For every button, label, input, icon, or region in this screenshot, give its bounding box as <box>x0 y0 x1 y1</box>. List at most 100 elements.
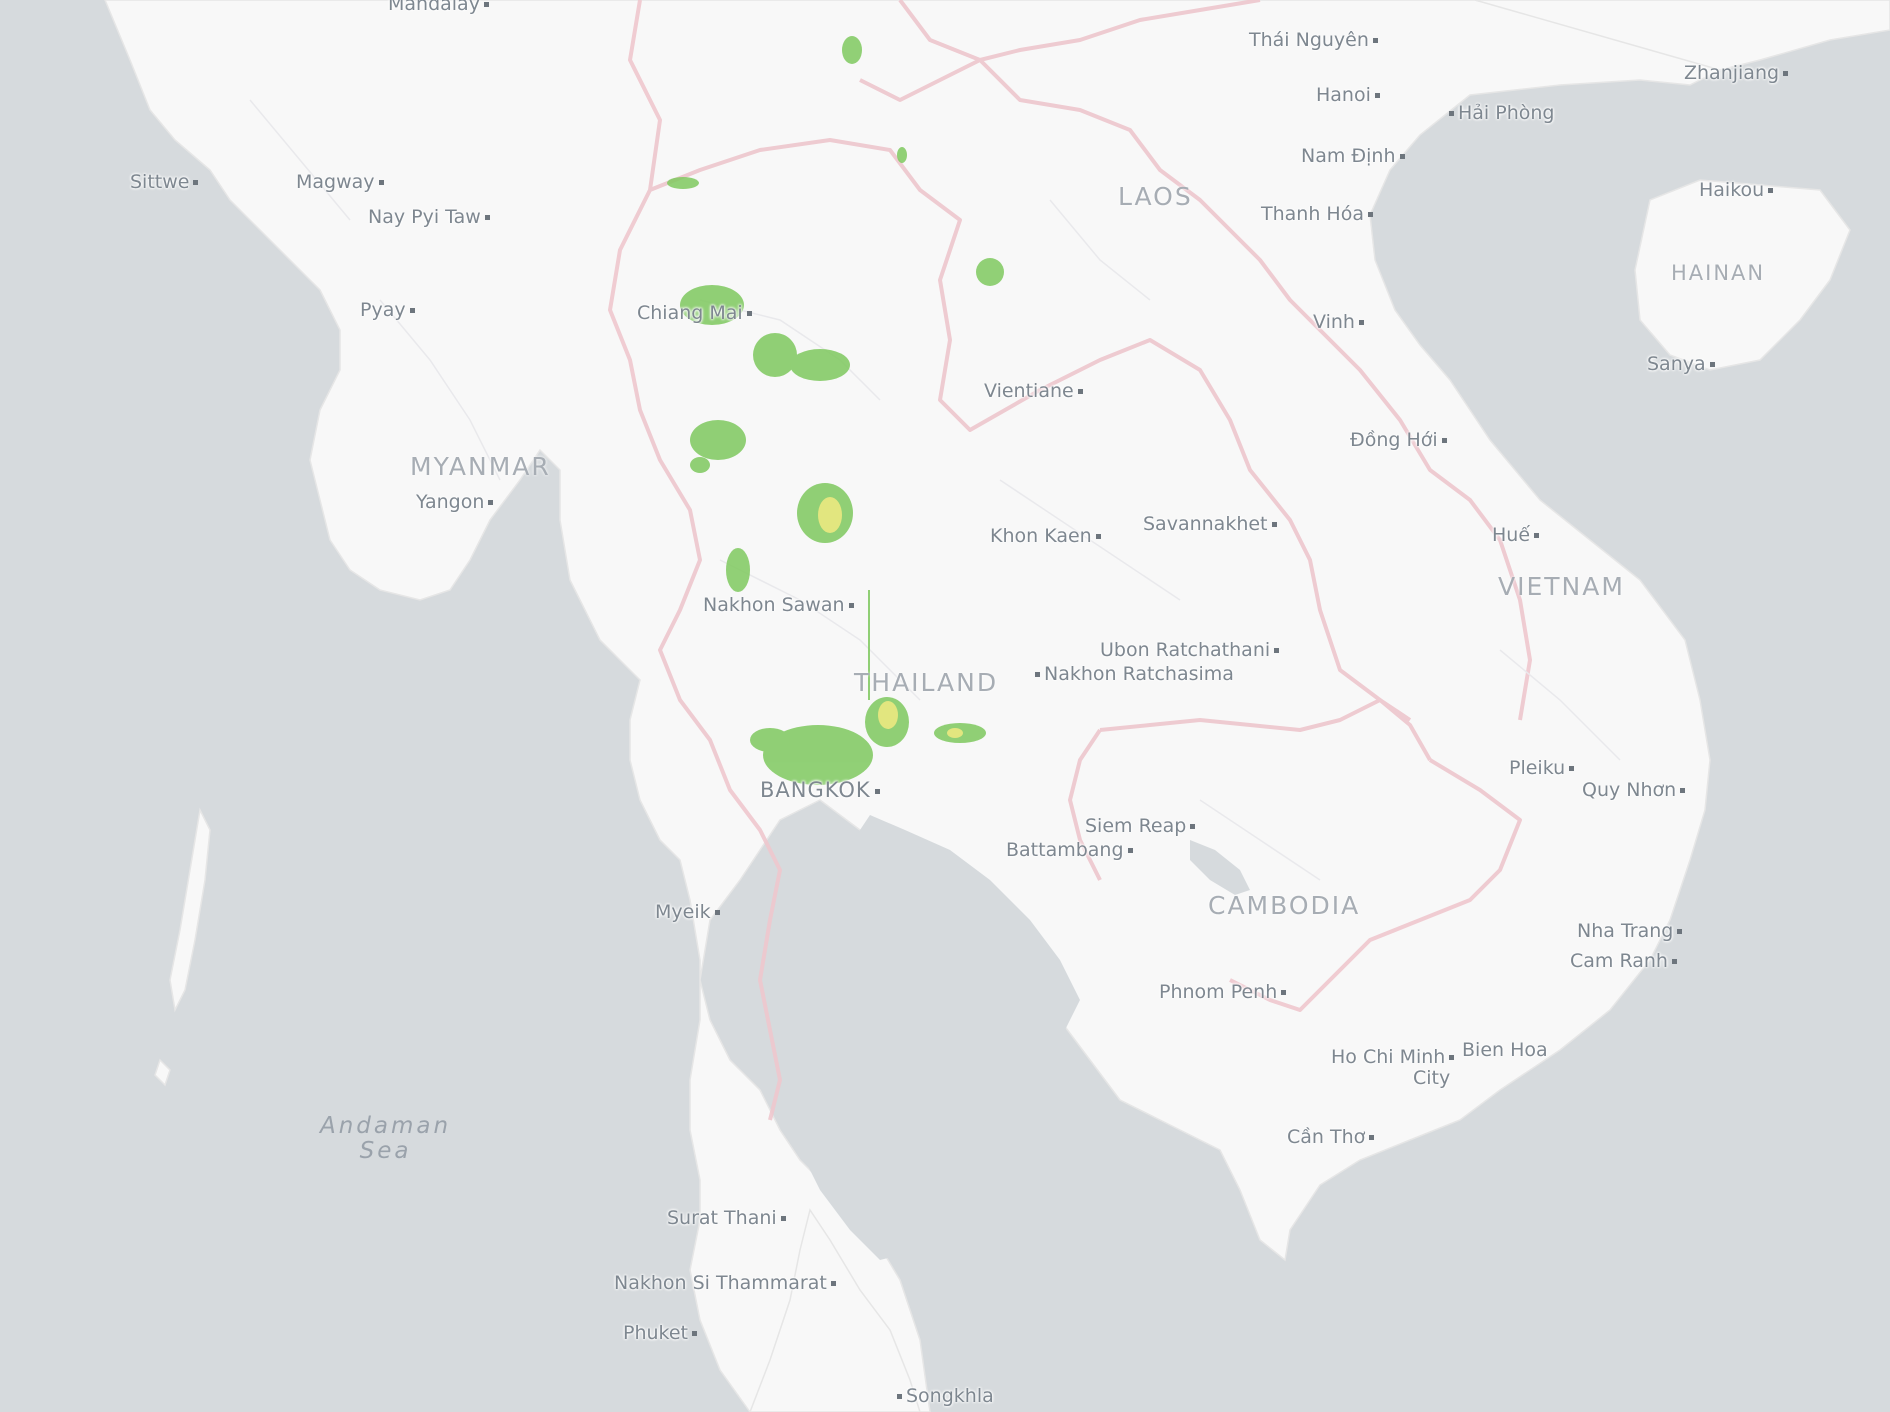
city-pleiku[interactable]: Pleiku <box>1509 759 1578 778</box>
city-naypyitaw[interactable]: Nay Pyi Taw <box>368 208 494 227</box>
city-marker-icon <box>692 1331 698 1336</box>
gulf-of-thailand <box>770 815 1080 1260</box>
city-marker-icon <box>1372 38 1378 43</box>
province-line <box>379 299 501 481</box>
city-marker-icon <box>483 2 489 7</box>
city-marker-icon <box>1077 389 1083 394</box>
city-sittwe[interactable]: Sittwe <box>130 173 202 192</box>
city-phnompenh[interactable]: Phnom Penh <box>1159 983 1290 1002</box>
city-marker-icon <box>1190 824 1196 829</box>
peninsula-south <box>749 1208 921 1412</box>
border-thailand-cambodia <box>1099 698 1432 761</box>
region-label-hainan: HAINAN <box>1671 261 1766 285</box>
city-cantho[interactable]: Cần Thơ <box>1287 1128 1378 1147</box>
city-marker-icon <box>1369 1135 1375 1140</box>
city-haiphong[interactable]: Hải Phòng <box>1445 104 1554 123</box>
country-label-myanmar: MYANMAR <box>410 452 551 481</box>
city-donghoi[interactable]: Đồng Hới <box>1350 431 1451 450</box>
city-nakhonsithammarat[interactable]: Nakhon Si Thammarat <box>614 1274 840 1293</box>
city-myeik[interactable]: Myeik <box>655 903 724 922</box>
city-bienhoa[interactable]: Bien Hoa <box>1462 1039 1548 1061</box>
precip-cell-moderate <box>878 701 898 729</box>
city-marker-icon <box>1449 1055 1455 1060</box>
land-layer <box>104 0 1890 1412</box>
city-pyay[interactable]: Pyay <box>360 301 419 320</box>
city-marker-icon <box>1374 93 1380 98</box>
city-marker-icon <box>488 500 494 505</box>
precip-cell <box>763 725 873 785</box>
city-marker-icon <box>780 1216 786 1221</box>
city-marker-icon <box>1671 959 1677 964</box>
city-siemreap[interactable]: Siem Reap <box>1085 817 1199 836</box>
city-marker-icon <box>484 215 490 220</box>
city-phuket[interactable]: Phuket <box>623 1324 701 1343</box>
city-marker-icon <box>1035 672 1040 677</box>
precip-cell-moderate <box>818 497 842 533</box>
city-marker-icon <box>848 603 854 608</box>
country-label-laos: LAOS <box>1118 182 1193 211</box>
city-yangon[interactable]: Yangon <box>416 493 497 512</box>
precip-cell <box>790 349 850 381</box>
city-zhanjiang[interactable]: Zhanjiang <box>1684 64 1792 83</box>
city-nhatrang[interactable]: Nha Trang <box>1577 922 1686 941</box>
city-thanhhoa[interactable]: Thanh Hóa <box>1261 205 1377 224</box>
city-savannakhet[interactable]: Savannakhet <box>1143 515 1281 534</box>
city-mandalay[interactable]: Mandalay <box>388 0 493 14</box>
city-nakhonsawan[interactable]: Nakhon Sawan <box>703 596 858 615</box>
city-bangkok[interactable]: BANGKOK <box>760 780 884 801</box>
andaman-islands <box>169 807 211 1013</box>
city-haikou[interactable]: Haikou <box>1699 181 1777 200</box>
city-hanoi[interactable]: Hanoi <box>1316 86 1384 105</box>
precip-cell <box>680 285 744 325</box>
city-camranh[interactable]: Cam Ranh <box>1570 952 1681 971</box>
city-marker-icon <box>1367 212 1373 217</box>
city-marker-icon <box>193 180 199 185</box>
city-vinh[interactable]: Vinh <box>1313 313 1368 332</box>
city-quynhon[interactable]: Quy Nhơn <box>1582 781 1689 800</box>
city-namdinh[interactable]: Nam Định <box>1301 147 1409 166</box>
city-marker-icon <box>1399 154 1405 159</box>
precip-cell <box>690 457 710 473</box>
hainan-island <box>1634 179 1851 371</box>
precip-cell <box>726 548 750 592</box>
city-songkhla[interactable]: Songkhla <box>893 1387 994 1406</box>
city-marker-icon <box>1281 990 1287 995</box>
city-marker-icon <box>1095 534 1101 539</box>
china-coast <box>1474 0 1890 71</box>
city-thainguyen[interactable]: Thái Nguyên <box>1249 31 1382 50</box>
city-vientiane[interactable]: Vientiane <box>984 382 1087 401</box>
city-marker-icon <box>1783 71 1789 76</box>
city-hue[interactable]: Huế <box>1492 526 1543 545</box>
city-marker-icon <box>1449 111 1454 116</box>
city-hochiminh[interactable]: Ho Chi Minh <box>1331 1048 1458 1067</box>
border-china-vietnam <box>859 0 1261 102</box>
precip-cell <box>897 147 907 163</box>
precip-streak <box>868 590 870 700</box>
city-nakhonratchasima[interactable]: Nakhon Ratchasima <box>1031 665 1234 684</box>
island-small <box>154 1058 171 1087</box>
city-sanya[interactable]: Sanya <box>1647 355 1719 374</box>
city-marker-icon <box>1274 648 1280 653</box>
city-marker-icon <box>1441 438 1447 443</box>
province-line <box>719 559 921 701</box>
city-marker-icon <box>1127 848 1133 853</box>
city-ubon[interactable]: Ubon Ratchathani <box>1100 641 1283 660</box>
province-line <box>999 479 1181 601</box>
city-marker-icon <box>830 1281 836 1286</box>
city-marker-icon <box>897 1394 902 1399</box>
precipitation-layer <box>667 36 1004 785</box>
city-marker-icon <box>1534 533 1540 538</box>
city-suratthani[interactable]: Surat Thani <box>667 1209 790 1228</box>
sea-label-andaman: Andaman Sea <box>320 1113 451 1165</box>
city-magway[interactable]: Magway <box>296 173 388 192</box>
city-battambang[interactable]: Battambang <box>1006 841 1137 860</box>
border-layer <box>608 0 1532 1121</box>
city-khonkaen[interactable]: Khon Kaen <box>990 527 1105 546</box>
city-marker-icon <box>1680 788 1686 793</box>
precip-cell <box>667 177 699 189</box>
city-marker-icon <box>409 308 415 313</box>
city-chiangmai[interactable]: Chiang Mai <box>637 304 756 323</box>
province-line <box>249 99 351 221</box>
